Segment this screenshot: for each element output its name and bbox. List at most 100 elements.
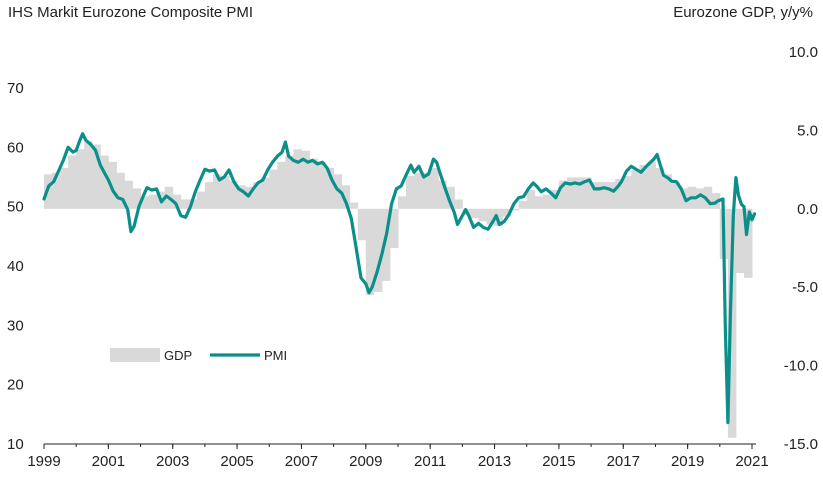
gdp-bar bbox=[470, 208, 479, 219]
gdp-bar bbox=[365, 208, 375, 295]
gdp-bar bbox=[100, 155, 109, 209]
gdp-bar bbox=[478, 208, 487, 222]
y-left-tick-label: 20 bbox=[7, 377, 24, 394]
gdp-bar bbox=[623, 175, 632, 209]
x-tick-label: 2021 bbox=[735, 453, 768, 470]
y-right-tick-label: -10.0 bbox=[784, 358, 818, 375]
y-left-tick-label: 40 bbox=[7, 258, 24, 275]
gdp-bar bbox=[615, 179, 624, 209]
gdp-bar bbox=[301, 150, 310, 209]
gdp-bar bbox=[446, 186, 455, 209]
gdp-bar bbox=[735, 208, 745, 274]
gdp-bar bbox=[510, 208, 520, 211]
y-right-tick-label: 10.0 bbox=[789, 44, 818, 61]
gdp-bar bbox=[414, 172, 423, 209]
gdp-bar bbox=[631, 169, 640, 209]
gdp-bar bbox=[60, 168, 69, 209]
x-tick-label: 1999 bbox=[27, 453, 60, 470]
y-left-tick-label: 30 bbox=[7, 317, 24, 334]
gdp-bar bbox=[76, 149, 85, 209]
gdp-bar bbox=[438, 180, 447, 209]
gdp-bar bbox=[567, 177, 576, 209]
gdp-bar bbox=[92, 144, 101, 209]
gdp-bar bbox=[695, 188, 705, 209]
gdp-bar bbox=[655, 168, 664, 209]
gdp-bar bbox=[237, 185, 246, 209]
gdp-bar bbox=[84, 141, 93, 209]
gdp-bar bbox=[341, 185, 351, 209]
gdp-bar bbox=[390, 208, 399, 248]
gdp-bar bbox=[325, 168, 335, 209]
legend-gdp-swatch bbox=[110, 348, 160, 362]
y-right-tick-label: 5.0 bbox=[797, 122, 818, 139]
x-tick-label: 2015 bbox=[542, 453, 575, 470]
gdp-bar bbox=[639, 164, 648, 209]
gdp-bar bbox=[188, 199, 198, 209]
y-right-tick-label: -15.0 bbox=[784, 436, 818, 453]
gdp-bar bbox=[269, 169, 278, 209]
gdp-bar bbox=[663, 174, 672, 209]
gdp-bar bbox=[349, 202, 359, 209]
gdp-bar bbox=[309, 158, 318, 209]
x-tick-label: 2019 bbox=[671, 453, 704, 470]
x-tick-label: 2003 bbox=[156, 453, 189, 470]
y-left-tick-label: 10 bbox=[7, 436, 24, 453]
pmi-line bbox=[42, 132, 757, 425]
gdp-bar bbox=[583, 177, 592, 209]
x-tick-label: 2007 bbox=[285, 453, 318, 470]
x-tick-label: 2005 bbox=[220, 453, 253, 470]
gdp-bar bbox=[494, 208, 503, 226]
gdp-bar bbox=[526, 190, 536, 209]
gdp-bar bbox=[542, 194, 552, 209]
x-tick-label: 2009 bbox=[349, 453, 382, 470]
gdp-bar bbox=[486, 208, 495, 225]
gdp-bar bbox=[116, 172, 125, 209]
gdp-bar bbox=[285, 155, 294, 209]
gdp-bar bbox=[213, 174, 222, 209]
gdp-bar bbox=[703, 186, 713, 209]
gdp-bar bbox=[381, 208, 391, 281]
y-left-tick-label: 60 bbox=[7, 139, 24, 156]
gdp-bar bbox=[229, 180, 238, 209]
gdp-bar bbox=[607, 182, 616, 209]
gdp-bar bbox=[245, 186, 254, 209]
gdp-bar bbox=[180, 199, 190, 209]
gdp-bar bbox=[172, 194, 182, 209]
gdp-bar bbox=[591, 182, 600, 209]
gdp-bar bbox=[204, 182, 214, 209]
gdp-bar bbox=[124, 180, 133, 209]
gdp-bar bbox=[221, 175, 230, 209]
gdp-bar bbox=[502, 208, 512, 217]
chart-title: IHS Markit Eurozone Composite PMI bbox=[8, 4, 254, 21]
y-right-tick-label: -5.0 bbox=[792, 279, 818, 296]
x-tick-label: 2017 bbox=[607, 453, 640, 470]
gdp-bar bbox=[108, 161, 117, 209]
gdp-bar bbox=[518, 201, 528, 209]
gdp-bar bbox=[398, 196, 407, 209]
y-left-tick-label: 50 bbox=[7, 199, 24, 216]
gdp-bar bbox=[558, 180, 568, 209]
gdp-bar bbox=[52, 172, 61, 209]
right-axis-title: Eurozone GDP, y/y% bbox=[673, 4, 813, 21]
gdp-bar bbox=[550, 190, 560, 209]
gdp-bar bbox=[647, 161, 656, 209]
gdp-bar bbox=[599, 182, 608, 209]
y-right-tick-label: 0.0 bbox=[797, 201, 818, 218]
gdp-bar bbox=[744, 208, 753, 278]
gdp-bar bbox=[454, 199, 463, 209]
gdp-bar bbox=[373, 208, 383, 292]
x-tick-label: 2013 bbox=[478, 453, 511, 470]
gdp-bar bbox=[406, 175, 415, 209]
gdp-bar bbox=[430, 168, 439, 209]
gdp-bar bbox=[261, 177, 270, 209]
gdp-bar bbox=[727, 208, 737, 438]
y-left-tick-label: 70 bbox=[7, 80, 24, 97]
gdp-bar bbox=[253, 182, 262, 209]
legend-gdp-label: GDP bbox=[164, 348, 192, 363]
gdp-bar bbox=[671, 182, 680, 209]
gdp-bar bbox=[68, 155, 77, 209]
gdp-bar bbox=[317, 161, 326, 209]
gdp-bar bbox=[357, 208, 367, 241]
x-tick-label: 2001 bbox=[92, 453, 125, 470]
